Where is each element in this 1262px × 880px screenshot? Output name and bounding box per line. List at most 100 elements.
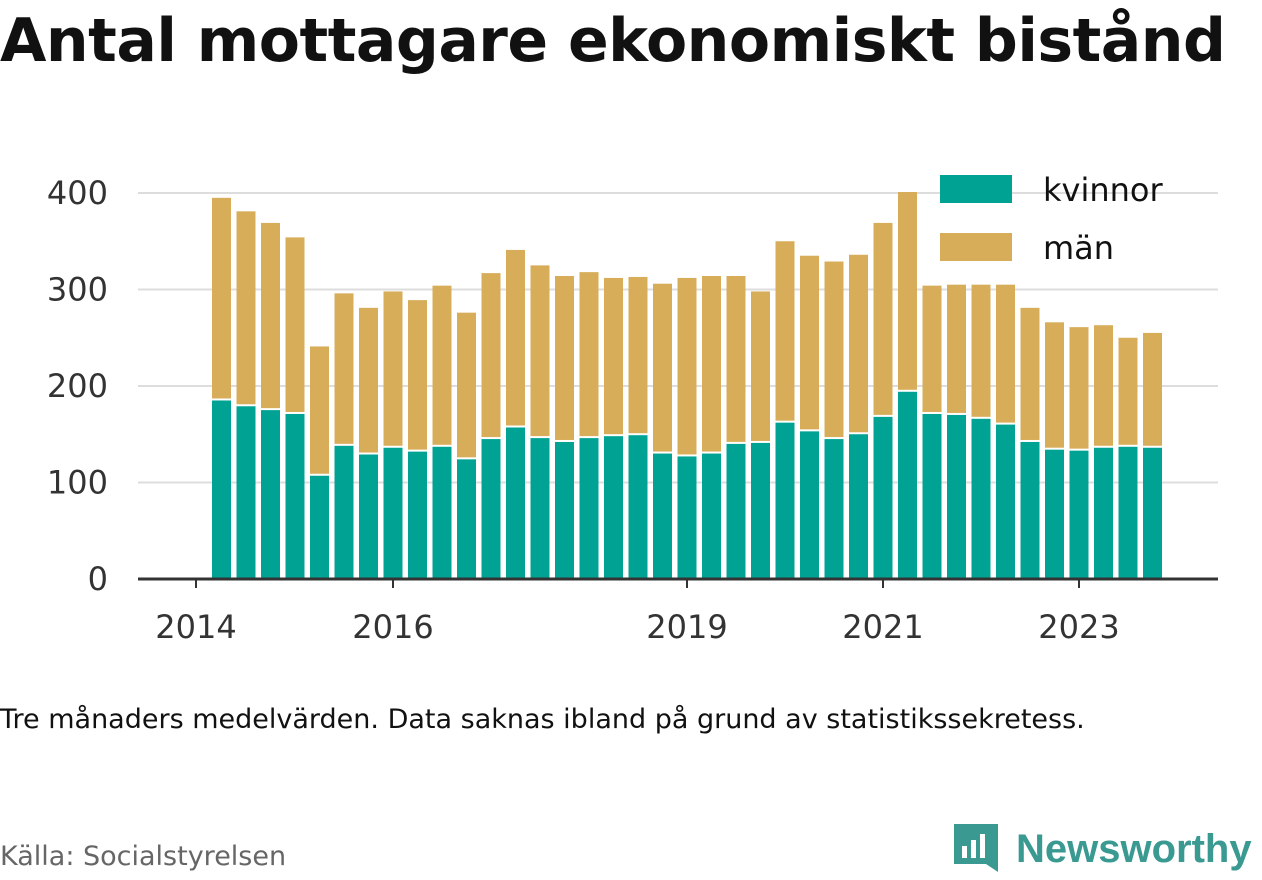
- x-tick-label: 2014: [155, 608, 236, 646]
- bar-kvinnor: [408, 451, 427, 579]
- y-tick-label: 100: [47, 464, 108, 502]
- legend: kvinnor män: [940, 171, 1164, 267]
- bar-kvinnor: [726, 443, 746, 579]
- bar-man: [261, 222, 280, 409]
- legend-swatch-man: [940, 233, 1012, 261]
- bar-kvinnor: [457, 459, 476, 579]
- bar-kvinnor: [506, 427, 525, 579]
- bar-man: [1069, 327, 1089, 449]
- bar-man: [555, 275, 574, 440]
- bar-man: [1143, 332, 1162, 446]
- bar-man: [702, 275, 721, 452]
- bar-kvinnor: [775, 422, 795, 579]
- bar-man: [334, 293, 354, 444]
- bar-man: [971, 284, 991, 417]
- bar-man: [849, 254, 868, 433]
- bar-kvinnor: [873, 416, 893, 579]
- bar-kvinnor: [947, 414, 966, 579]
- bar-kvinnor: [1020, 441, 1040, 579]
- bar-kvinnor: [432, 446, 452, 579]
- bar-man: [677, 277, 697, 455]
- bar-kvinnor: [677, 456, 697, 579]
- bar-kvinnor: [849, 434, 868, 579]
- bar-kvinnor: [702, 453, 721, 579]
- bar-man: [481, 273, 501, 438]
- legend-swatch-kvinnor: [940, 175, 1012, 203]
- bar-man: [653, 283, 672, 452]
- bar-man: [408, 300, 427, 450]
- y-tick-label: 300: [47, 271, 108, 309]
- bar-kvinnor: [579, 438, 599, 579]
- bar-man: [1045, 322, 1064, 448]
- bar-kvinnor: [481, 439, 501, 579]
- bar-man: [310, 346, 329, 474]
- bar-kvinnor: [359, 454, 378, 579]
- bar-kvinnor: [604, 436, 623, 579]
- y-tick-label: 200: [47, 367, 108, 405]
- chart-note: Tre månaders medelvärden. Data saknas ib…: [0, 704, 1085, 735]
- bar-kvinnor: [261, 410, 280, 579]
- bar-man: [285, 237, 305, 412]
- y-tick-label: 400: [47, 174, 108, 212]
- bar-kvinnor: [310, 475, 329, 579]
- axes: 0 100 200 300 400 2014 2016 2019 2021 2023: [47, 174, 1218, 646]
- bar-man: [212, 197, 231, 399]
- bar-man: [996, 284, 1015, 423]
- bar-man: [873, 222, 893, 415]
- bar-kvinnor: [1045, 449, 1064, 579]
- bar-kvinnor: [751, 442, 770, 579]
- bar-man: [824, 261, 844, 438]
- bar-man: [775, 241, 795, 421]
- newsworthy-logo: Newsworthy: [950, 818, 1252, 880]
- bar-kvinnor: [334, 445, 354, 579]
- bar-kvinnor: [1118, 446, 1138, 579]
- bar-man: [383, 291, 403, 446]
- bar-kvinnor: [898, 391, 917, 579]
- bar-kvinnor: [1143, 447, 1162, 579]
- bar-man: [506, 249, 525, 426]
- x-tick-label: 2021: [842, 608, 923, 646]
- bar-man: [236, 211, 256, 405]
- chart-title: Antal mottagare ekonomiskt bistånd: [0, 6, 1226, 76]
- bar-kvinnor: [800, 431, 819, 579]
- bar-kvinnor: [1069, 450, 1089, 579]
- bars: [212, 192, 1162, 579]
- bar-kvinnor: [285, 413, 305, 579]
- bar-man: [800, 255, 819, 430]
- brand-name: Newsworthy: [1016, 826, 1252, 871]
- bar-man: [530, 265, 550, 437]
- bar-man: [359, 307, 378, 453]
- bar-man: [1118, 337, 1138, 445]
- bar-kvinnor: [383, 447, 403, 579]
- bar-kvinnor: [555, 441, 574, 579]
- bar-kvinnor: [653, 453, 672, 579]
- bar-man: [726, 275, 746, 442]
- bar-man: [751, 291, 770, 441]
- bar-man: [628, 276, 648, 434]
- bar-man: [579, 272, 599, 437]
- bar-man: [1094, 325, 1113, 446]
- bar-chart: 0 100 200 300 400 2014 2016 2019 2021 2023 kvinno…: [47, 171, 1218, 646]
- bar-kvinnor: [824, 439, 844, 579]
- source-text: Källa: Socialstyrelsen: [0, 841, 287, 872]
- legend-label: män: [1043, 229, 1114, 267]
- y-tick-label: 0: [88, 560, 108, 598]
- bar-kvinnor: [212, 400, 231, 579]
- bar-kvinnor: [628, 435, 648, 579]
- bar-kvinnor: [922, 413, 942, 579]
- bar-man: [1020, 307, 1040, 440]
- legend-label: kvinnor: [1043, 171, 1164, 209]
- newsworthy-logo-icon: [954, 824, 998, 872]
- bar-kvinnor: [971, 418, 991, 579]
- bar-kvinnor: [996, 424, 1015, 579]
- bar-kvinnor: [530, 438, 550, 579]
- bar-man: [457, 312, 476, 458]
- bar-man: [432, 285, 452, 445]
- bar-man: [604, 277, 623, 435]
- x-tick-label: 2019: [646, 608, 727, 646]
- x-tick-label: 2023: [1038, 608, 1119, 646]
- bar-kvinnor: [1094, 447, 1113, 579]
- bar-man: [898, 192, 917, 390]
- bar-kvinnor: [236, 406, 256, 579]
- bar-man: [922, 285, 942, 412]
